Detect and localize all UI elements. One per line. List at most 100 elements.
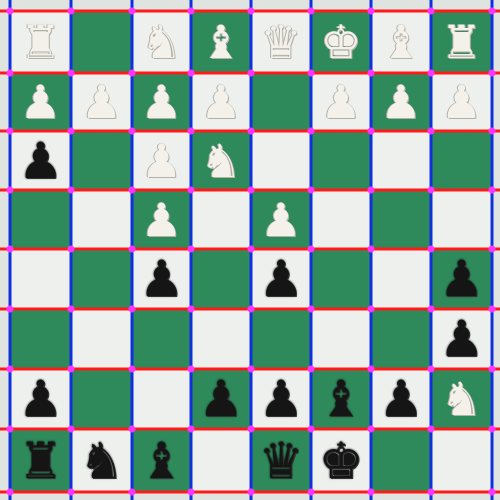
board-square[interactable] xyxy=(132,369,191,429)
board-square[interactable] xyxy=(311,131,371,190)
board-square[interactable] xyxy=(10,429,71,492)
black-rook-piece[interactable]: ♜ xyxy=(18,431,63,490)
white-knight-piece[interactable]: ♞ xyxy=(140,15,183,69)
board-square[interactable] xyxy=(251,190,311,249)
white-pawn-piece[interactable]: ♟ xyxy=(260,192,302,247)
white-knight-piece[interactable]: ♞ xyxy=(440,372,483,426)
black-pawn-piece[interactable]: ♟ xyxy=(258,370,304,428)
board-square[interactable] xyxy=(251,131,311,190)
board-square[interactable] xyxy=(191,429,251,492)
board-square[interactable] xyxy=(311,429,371,492)
board-square[interactable] xyxy=(371,190,431,249)
board-square[interactable] xyxy=(251,249,311,309)
white-rook-piece[interactable]: ♜ xyxy=(440,15,483,69)
board-square[interactable] xyxy=(71,369,132,429)
board-square[interactable] xyxy=(10,369,71,429)
board-square[interactable] xyxy=(191,73,251,131)
board-square[interactable] xyxy=(71,429,132,492)
white-bishop-piece[interactable]: ♝ xyxy=(380,15,422,69)
black-bishop-piece[interactable]: ♝ xyxy=(139,431,184,490)
board-square[interactable] xyxy=(431,249,492,309)
board-square[interactable] xyxy=(311,249,371,309)
board-square[interactable] xyxy=(191,309,251,369)
board-square[interactable] xyxy=(71,131,132,190)
board-edge xyxy=(0,0,500,11)
board-square[interactable] xyxy=(311,11,371,73)
black-pawn-piece[interactable]: ♟ xyxy=(18,131,63,190)
board-square[interactable] xyxy=(311,73,371,131)
black-pawn-piece[interactable]: ♟ xyxy=(439,310,484,368)
board-square[interactable] xyxy=(251,11,311,73)
board-square[interactable] xyxy=(10,131,71,190)
white-pawn-piece[interactable]: ♟ xyxy=(19,75,62,129)
white-pawn-piece[interactable]: ♟ xyxy=(140,192,183,247)
board-square[interactable] xyxy=(311,190,371,249)
white-pawn-piece[interactable]: ♟ xyxy=(140,133,183,188)
board-square[interactable] xyxy=(132,73,191,131)
black-king-piece[interactable]: ♚ xyxy=(318,431,364,490)
board-square[interactable] xyxy=(251,73,311,131)
black-pawn-piece[interactable]: ♟ xyxy=(139,250,184,308)
white-pawn-piece[interactable]: ♟ xyxy=(200,75,242,129)
board-square[interactable] xyxy=(431,369,492,429)
white-pawn-piece[interactable]: ♟ xyxy=(320,75,362,129)
board-square[interactable] xyxy=(132,131,191,190)
black-pawn-piece[interactable]: ♟ xyxy=(198,370,244,428)
black-bishop-piece[interactable]: ♝ xyxy=(318,370,364,428)
black-pawn-piece[interactable]: ♟ xyxy=(439,250,484,308)
white-pawn-piece[interactable]: ♟ xyxy=(380,75,422,129)
board-square[interactable] xyxy=(191,190,251,249)
board-square[interactable] xyxy=(371,369,431,429)
white-pawn-piece[interactable]: ♟ xyxy=(140,75,183,129)
board-square[interactable] xyxy=(311,369,371,429)
board-square[interactable] xyxy=(191,369,251,429)
black-pawn-piece[interactable]: ♟ xyxy=(378,370,424,428)
board-square[interactable] xyxy=(371,249,431,309)
board-square[interactable] xyxy=(251,309,311,369)
board-square[interactable] xyxy=(71,11,132,73)
black-queen-piece[interactable]: ♛ xyxy=(258,431,304,490)
board-square[interactable] xyxy=(10,11,71,73)
board-square[interactable] xyxy=(311,309,371,369)
board-square[interactable] xyxy=(132,11,191,73)
board-square[interactable] xyxy=(431,190,492,249)
white-bishop-piece[interactable]: ♝ xyxy=(200,15,242,69)
board-square[interactable] xyxy=(191,131,251,190)
board-square[interactable] xyxy=(191,11,251,73)
board-square[interactable] xyxy=(191,249,251,309)
black-pawn-piece[interactable]: ♟ xyxy=(18,370,63,428)
board-square[interactable] xyxy=(132,309,191,369)
board-square[interactable] xyxy=(251,429,311,492)
board-square[interactable] xyxy=(71,73,132,131)
board-square[interactable] xyxy=(431,309,492,369)
board-square[interactable] xyxy=(132,249,191,309)
board-square[interactable] xyxy=(10,190,71,249)
board-square[interactable] xyxy=(371,309,431,369)
white-pawn-piece[interactable]: ♟ xyxy=(80,75,123,129)
board-square[interactable] xyxy=(251,369,311,429)
black-knight-piece[interactable]: ♞ xyxy=(79,431,124,490)
board-square[interactable] xyxy=(431,73,492,131)
board-square[interactable] xyxy=(10,73,71,131)
board-square[interactable] xyxy=(10,249,71,309)
white-rook-piece[interactable]: ♜ xyxy=(19,15,62,69)
board-edge xyxy=(0,492,500,500)
board-square[interactable] xyxy=(10,309,71,369)
board-square[interactable] xyxy=(371,429,431,492)
white-knight-piece[interactable]: ♞ xyxy=(200,133,242,188)
black-pawn-piece[interactable]: ♟ xyxy=(258,250,304,308)
white-queen-piece[interactable]: ♛ xyxy=(260,15,302,69)
board-square[interactable] xyxy=(71,309,132,369)
white-king-piece[interactable]: ♚ xyxy=(320,15,362,69)
board-square[interactable] xyxy=(71,190,132,249)
board-square[interactable] xyxy=(371,73,431,131)
board-square[interactable] xyxy=(431,131,492,190)
board-square[interactable] xyxy=(71,249,132,309)
board-square[interactable] xyxy=(132,190,191,249)
board-square[interactable] xyxy=(431,11,492,73)
board-square[interactable] xyxy=(371,131,431,190)
board-square[interactable] xyxy=(431,429,492,492)
board-square[interactable] xyxy=(132,429,191,492)
white-pawn-piece[interactable]: ♟ xyxy=(440,75,483,129)
board-square[interactable] xyxy=(371,11,431,73)
